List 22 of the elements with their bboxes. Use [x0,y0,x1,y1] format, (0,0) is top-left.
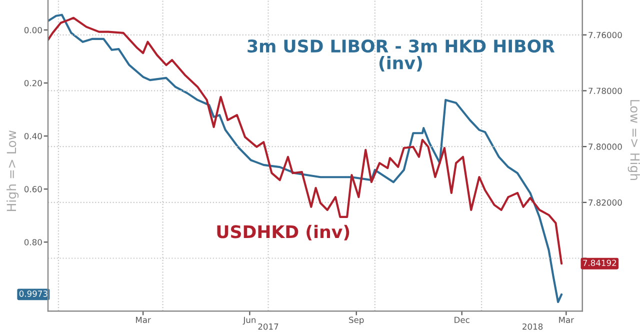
y2-tick-label: 7.76000 [588,32,622,38]
y-tick-label: 0.40 [24,133,42,140]
y-tick-label: 0.20 [24,80,42,86]
y-tick-label: 0.00 [24,26,42,34]
x-tick-label: Dec [454,316,470,324]
y2-tick-label: 7.80000 [588,144,622,150]
y-tick-label: 0.60 [24,186,42,192]
y2-axis-title: Low => High [628,100,640,180]
x2-tick-label: 2017 [258,323,278,330]
text: 7.84192 [583,260,616,266]
y-axis-title: High => Low [6,130,19,211]
y-tick-label: 0.80 [24,239,42,246]
y2-tick-label: 7.78000 [588,88,622,94]
y2-tick-label: 7.82000 [588,199,622,206]
x-tick-label: Sep [349,316,364,325]
series-label: USDHKD (inv) [217,224,350,240]
x2-tick-label: 2018 [522,323,543,330]
text: 0.9973 [19,290,48,297]
x-tick-label: Mar [559,316,574,324]
x-tick-label: Mar [136,316,151,324]
text: 3m USD LIBOR - 3m HKD HIBOR (inv) [248,39,555,72]
x-tick-label: Jun [242,316,256,325]
